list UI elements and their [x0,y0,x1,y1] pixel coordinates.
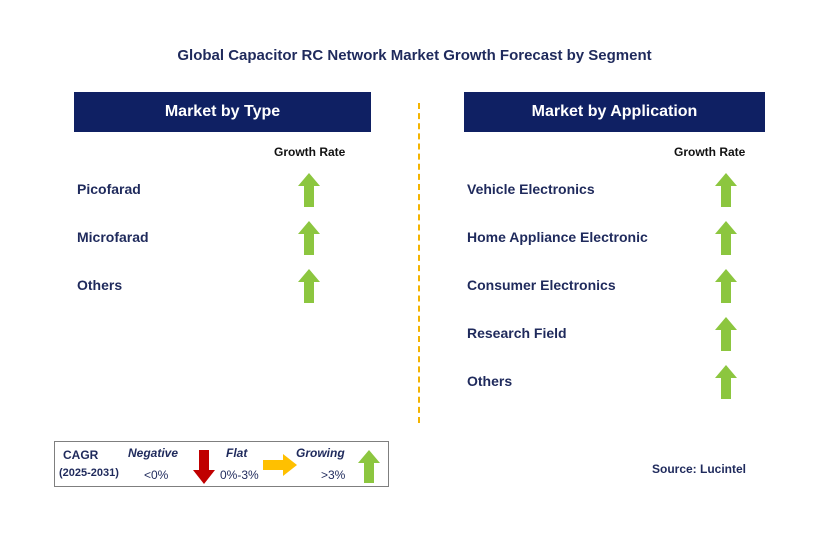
green-up-arrow-icon [358,450,380,483]
application-segment-label: Vehicle Electronics [467,181,595,197]
type-panel-header: Market by Type [74,92,371,132]
green-up-arrow-icon [715,173,737,207]
type-growth-rate-label: Growth Rate [274,145,346,159]
green-up-arrow-icon [715,269,737,303]
type-segment-label: Microfarad [77,229,149,245]
legend-negative-range: <0% [144,468,169,482]
legend-growing-range: >3% [321,468,346,482]
red-down-arrow-icon [193,450,215,484]
green-up-arrow-icon [715,221,737,255]
source-note: Source: Lucintel [652,462,747,476]
application-segment-label: Consumer Electronics [467,277,616,293]
chart-title: Global Capacitor RC Network Market Growt… [177,47,652,64]
legend-growing-label: Growing [296,446,345,460]
yellow-right-arrow-icon [263,454,297,476]
green-up-arrow-icon [298,221,320,255]
green-up-arrow-icon [715,317,737,351]
application-segment-label: Home Appliance Electronic [467,229,648,245]
type-segment-label: Picofarad [77,181,141,197]
legend-period: (2025-2031) [59,467,119,479]
application-growth-rate-label: Growth Rate [674,145,746,159]
panel-divider [418,103,420,423]
green-up-arrow-icon [298,173,320,207]
legend-flat-label: Flat [226,446,248,460]
green-up-arrow-icon [298,269,320,303]
legend-flat-range: 0%-3% [220,468,259,482]
application-segment-label: Research Field [467,325,567,341]
legend-negative-label: Negative [128,446,179,460]
cagr-legend: CAGR (2025-2031) Negative <0% Flat 0%-3%… [54,441,389,487]
application-panel-header: Market by Application [464,92,765,132]
application-segment-label: Others [467,373,513,389]
legend-cagr-label: CAGR [63,448,99,462]
green-up-arrow-icon [715,365,737,399]
type-segment-label: Others [77,277,123,293]
